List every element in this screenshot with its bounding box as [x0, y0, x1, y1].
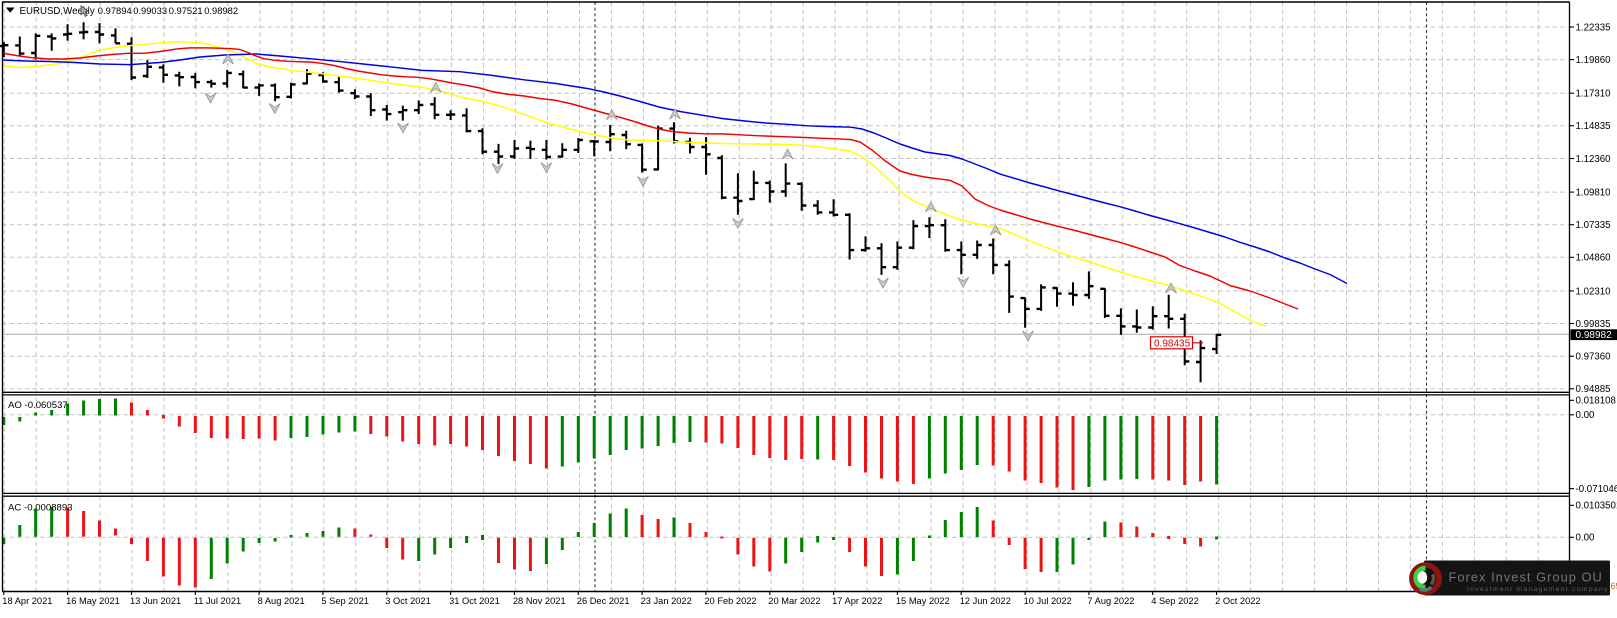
svg-text:1.17310: 1.17310: [1576, 89, 1612, 100]
svg-text:13 Jun 2021: 13 Jun 2021: [130, 596, 181, 606]
svg-text:26 Dec 2021: 26 Dec 2021: [577, 596, 630, 606]
svg-text:1.14835: 1.14835: [1576, 121, 1611, 132]
svg-text:1.07335: 1.07335: [1576, 220, 1611, 231]
svg-text:17 Apr 2022: 17 Apr 2022: [832, 596, 882, 606]
svg-text:1.12360: 1.12360: [1576, 154, 1612, 165]
svg-text:0.0103501: 0.0103501: [1576, 501, 1617, 512]
svg-text:7 Aug 2022: 7 Aug 2022: [1087, 596, 1134, 606]
svg-text:23 Jan 2022: 23 Jan 2022: [641, 596, 692, 606]
svg-text:0.98982: 0.98982: [204, 5, 238, 16]
svg-text:1.19860: 1.19860: [1576, 55, 1612, 66]
svg-text:1.09810: 1.09810: [1576, 188, 1612, 199]
svg-text:18 Apr 2021: 18 Apr 2021: [2, 596, 52, 606]
svg-text:Investment management company: Investment management company: [1467, 586, 1609, 593]
svg-text:-0.071046: -0.071046: [1576, 484, 1617, 495]
svg-text:0.00: 0.00: [1576, 410, 1595, 421]
svg-text:0.99835: 0.99835: [1576, 319, 1611, 330]
svg-text:1.02310: 1.02310: [1576, 286, 1612, 297]
svg-text:3 Oct 2021: 3 Oct 2021: [385, 596, 430, 606]
svg-text:0.98982: 0.98982: [1576, 330, 1613, 341]
svg-text:1.22335: 1.22335: [1576, 22, 1611, 33]
svg-text:0.97894: 0.97894: [98, 5, 132, 16]
svg-text:8 Aug 2021: 8 Aug 2021: [258, 596, 305, 606]
svg-text:16 May 2021: 16 May 2021: [66, 596, 120, 606]
svg-text:1.04860: 1.04860: [1576, 253, 1612, 264]
svg-text:0.97360: 0.97360: [1576, 352, 1612, 363]
svg-text:0.94885: 0.94885: [1576, 384, 1611, 395]
svg-text:Forex Invest Group OU: Forex Invest Group OU: [1449, 570, 1603, 585]
svg-text:69: 69: [1611, 581, 1617, 591]
svg-text:AC -0.0008893: AC -0.0008893: [8, 503, 73, 514]
svg-text:20 Mar 2022: 20 Mar 2022: [768, 596, 820, 606]
svg-text:2 Oct 2022: 2 Oct 2022: [1215, 596, 1260, 606]
svg-text:20 Feb 2022: 20 Feb 2022: [704, 596, 756, 606]
svg-text:4 Sep 2022: 4 Sep 2022: [1151, 596, 1199, 606]
svg-text:AO -0.060537: AO -0.060537: [8, 400, 68, 411]
svg-text:0.99033: 0.99033: [133, 5, 167, 16]
svg-text:0.97521: 0.97521: [169, 5, 203, 16]
svg-text:5 Sep 2021: 5 Sep 2021: [321, 596, 369, 606]
svg-text:31 Oct 2021: 31 Oct 2021: [449, 596, 500, 606]
svg-text:28 Nov 2021: 28 Nov 2021: [513, 596, 566, 606]
svg-text:0.018108: 0.018108: [1576, 396, 1616, 407]
svg-text:10 Jul 2022: 10 Jul 2022: [1024, 596, 1072, 606]
svg-text:11 Jul 2021: 11 Jul 2021: [194, 596, 241, 606]
svg-text:15 May 2022: 15 May 2022: [896, 596, 950, 606]
svg-text:12 Jun 2022: 12 Jun 2022: [960, 596, 1011, 606]
svg-text:0.98435: 0.98435: [1154, 338, 1191, 349]
svg-text:0.00: 0.00: [1576, 533, 1595, 544]
